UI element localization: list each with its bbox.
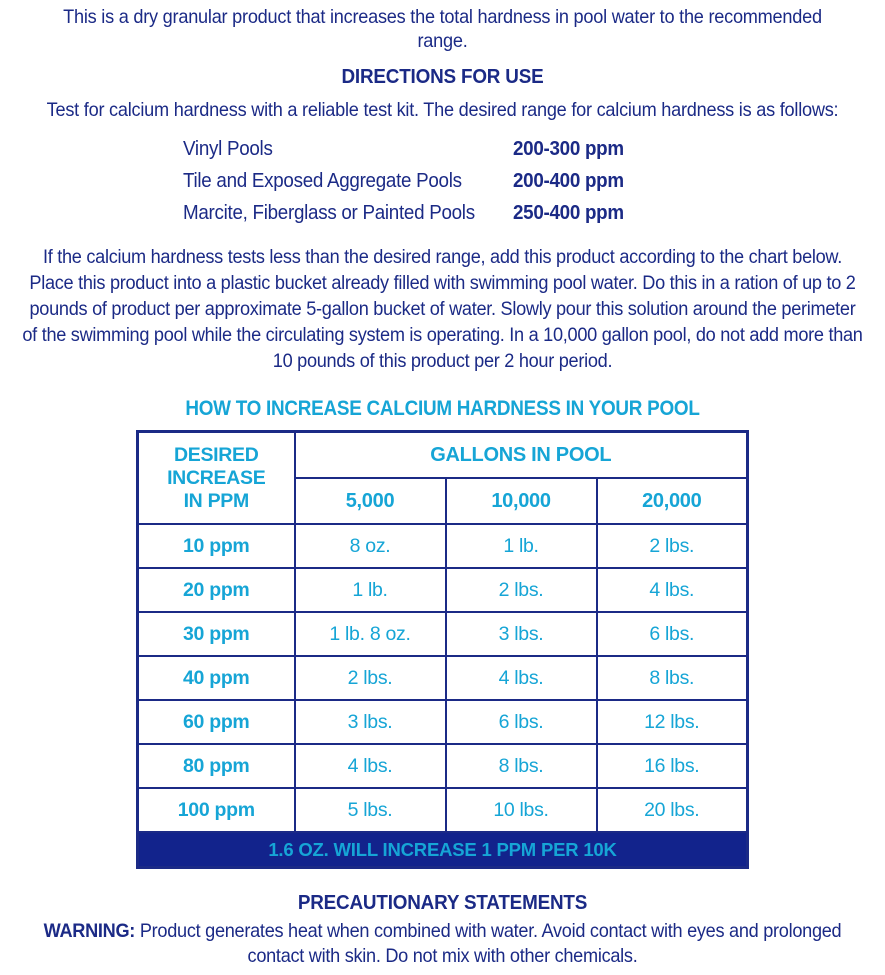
dose-cell: 2 lbs. <box>595 523 749 569</box>
dose-cell: 10 lbs. <box>444 787 598 833</box>
list-item: Marcite, Fiberglass or Painted Pools 250… <box>0 202 885 225</box>
pool-type-label: Vinyl Pools <box>182 138 273 160</box>
row-label-ppm: 30 ppm <box>136 611 296 657</box>
dose-cell: 16 lbs. <box>595 743 749 789</box>
dose-cell: 4 lbs. <box>444 655 598 701</box>
list-item: Tile and Exposed Aggregate Pools 200-400… <box>0 170 885 193</box>
table-subheader-row: 5,000 10,000 20,000 <box>138 477 749 525</box>
warning-label: WARNING: <box>43 920 136 942</box>
column-header-20000: 20,000 <box>595 477 749 525</box>
table-row: 80 ppm 4 lbs. 8 lbs. 16 lbs. <box>136 743 749 789</box>
dose-cell: 4 lbs. <box>293 743 447 789</box>
row-label-ppm: 40 ppm <box>136 655 296 701</box>
column-header-10000: 10,000 <box>444 477 598 525</box>
precautionary-title: PRECAUTIONARY STATEMENTS <box>297 891 588 914</box>
dose-cell: 6 lbs. <box>595 611 749 657</box>
dose-cell: 8 oz. <box>293 523 447 569</box>
table-header-row: DESIRED INCREASE IN PPM GALLONS IN POOL <box>136 430 749 525</box>
dose-cell: 5 lbs. <box>293 787 447 833</box>
pool-range-list: Vinyl Pools 200-300 ppm Tile and Exposed… <box>0 138 885 225</box>
chart-title: HOW TO INCREASE CALCIUM HARDNESS IN YOUR… <box>185 397 700 420</box>
dose-cell: 3 lbs. <box>293 699 447 745</box>
warning-text: Product generates heat when combined wit… <box>135 920 842 967</box>
row-header-label: DESIRED INCREASE IN PPM <box>136 430 296 525</box>
list-item: Vinyl Pools 200-300 ppm <box>0 138 885 161</box>
intro-paragraph: This is a dry granular product that incr… <box>63 6 822 52</box>
dose-cell: 8 lbs. <box>595 655 749 701</box>
row-header-line: INCREASE <box>167 466 266 489</box>
pool-type-label: Marcite, Fiberglass or Painted Pools <box>182 202 475 224</box>
directions-paragraph: If the calcium hardness tests less than … <box>22 247 863 372</box>
row-label-ppm: 60 ppm <box>136 699 296 745</box>
row-label-ppm: 10 ppm <box>136 523 296 569</box>
dose-cell: 3 lbs. <box>444 611 598 657</box>
dose-cell: 1 lb. <box>293 567 447 613</box>
dose-cell: 4 lbs. <box>595 567 749 613</box>
row-header-line: DESIRED <box>173 443 259 466</box>
directions-heading: DIRECTIONS FOR USE <box>341 65 544 88</box>
pool-range-value: 250-400 ppm <box>512 202 624 224</box>
table-footer-row: 1.6 OZ. WILL INCREASE 1 PPM PER 10K <box>136 831 749 869</box>
table-row: 20 ppm 1 lb. 2 lbs. 4 lbs. <box>136 567 749 613</box>
row-header-line: IN PPM <box>183 489 250 512</box>
table-row: 100 ppm 5 lbs. 10 lbs. 20 lbs. <box>136 787 749 833</box>
chart-footer-note: 1.6 OZ. WILL INCREASE 1 PPM PER 10K <box>136 831 749 869</box>
pool-range-value: 200-400 ppm <box>512 170 624 192</box>
dose-cell: 2 lbs. <box>293 655 447 701</box>
precautionary-section: PRECAUTIONARY STATEMENTS WARNING: Produc… <box>0 891 885 969</box>
dose-cell: 8 lbs. <box>444 743 598 789</box>
dose-cell: 2 lbs. <box>444 567 598 613</box>
dosage-table: DESIRED INCREASE IN PPM GALLONS IN POOL … <box>136 430 749 869</box>
table-row: 10 ppm 8 oz. 1 lb. 2 lbs. <box>136 523 749 569</box>
pool-range-value: 200-300 ppm <box>512 138 624 160</box>
directions-subheading: Test for calcium hardness with a reliabl… <box>46 99 839 121</box>
row-label-ppm: 80 ppm <box>136 743 296 789</box>
dose-cell: 20 lbs. <box>595 787 749 833</box>
dose-cell: 6 lbs. <box>444 699 598 745</box>
table-row: 40 ppm 2 lbs. 4 lbs. 8 lbs. <box>136 655 749 701</box>
group-header-gallons: GALLONS IN POOL <box>293 430 749 479</box>
table-row: 60 ppm 3 lbs. 6 lbs. 12 lbs. <box>136 699 749 745</box>
warning-paragraph: WARNING: Product generates heat when com… <box>31 919 854 969</box>
column-header-5000: 5,000 <box>293 477 447 525</box>
dose-cell: 1 lb. <box>444 523 598 569</box>
dose-cell: 12 lbs. <box>595 699 749 745</box>
pool-type-label: Tile and Exposed Aggregate Pools <box>182 170 462 192</box>
row-label-ppm: 100 ppm <box>136 787 296 833</box>
dosage-chart: HOW TO INCREASE CALCIUM HARDNESS IN YOUR… <box>0 397 885 869</box>
table-row: 30 ppm 1 lb. 8 oz. 3 lbs. 6 lbs. <box>136 611 749 657</box>
dose-cell: 1 lb. 8 oz. <box>293 611 447 657</box>
row-label-ppm: 20 ppm <box>136 567 296 613</box>
